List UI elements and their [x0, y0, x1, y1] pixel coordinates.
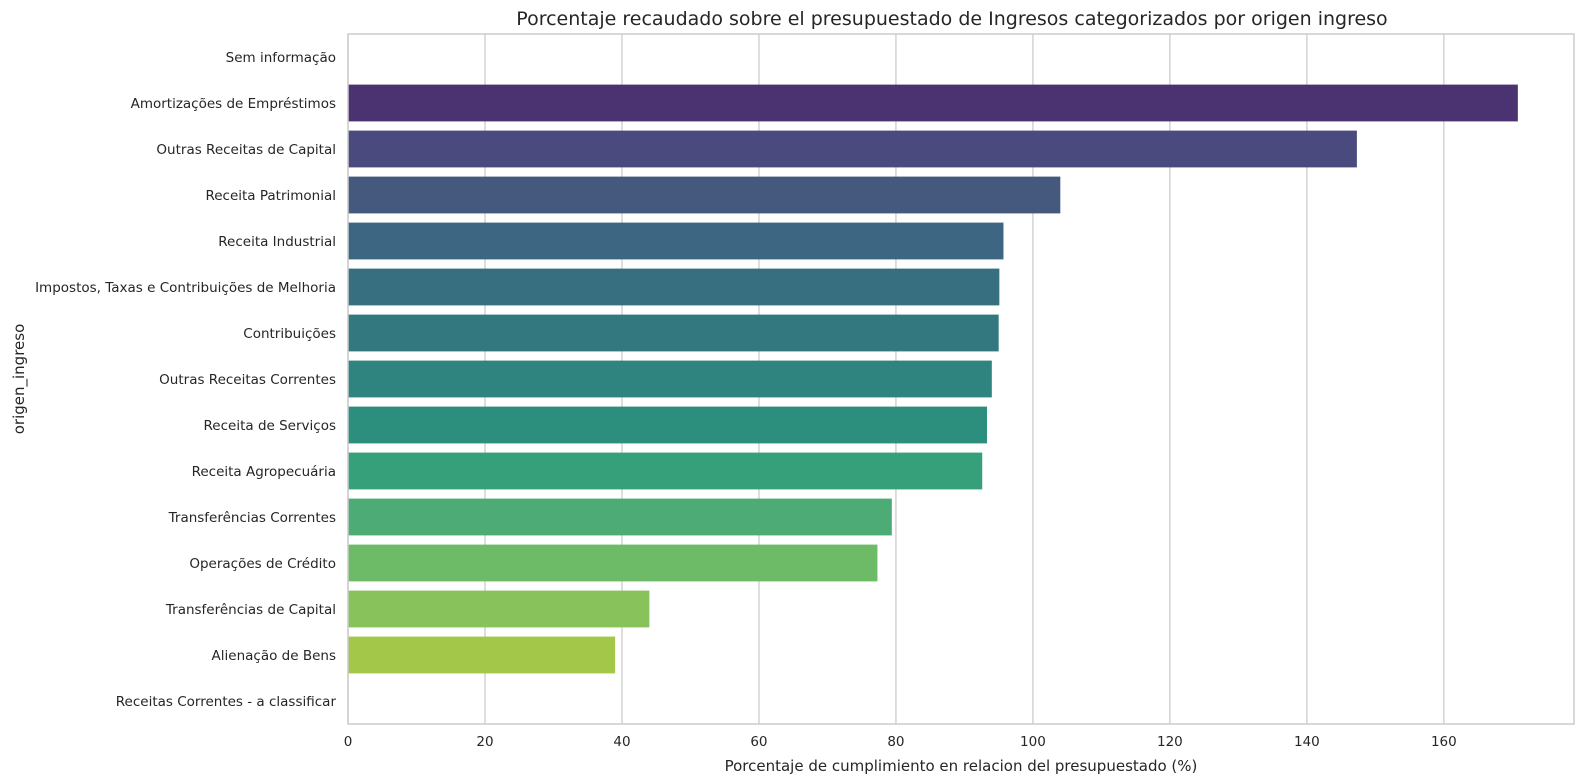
y-tick-label: Impostos, Taxas e Contribuições de Melho…: [35, 280, 336, 296]
y-tick-label: Operações de Crédito: [189, 556, 336, 572]
chart-title: Porcentaje recaudado sobre el presupuest…: [516, 8, 1387, 30]
y-axis-label: origen_ingreso: [10, 324, 29, 435]
x-tick-label: 160: [1431, 734, 1457, 750]
y-tick-label: Outras Receitas de Capital: [156, 142, 336, 158]
x-tick-label: 80: [887, 734, 904, 750]
bar: [348, 452, 983, 490]
plot-frame: [347, 33, 1575, 725]
x-tick-label: 0: [344, 734, 353, 750]
bar: [348, 268, 1000, 306]
y-tick-label: Transferências Correntes: [168, 510, 336, 526]
x-tick-label: 60: [750, 734, 767, 750]
bars: [348, 84, 1518, 674]
x-tick-label: 40: [613, 734, 630, 750]
x-tick-label: 100: [1020, 734, 1046, 750]
bar: [348, 314, 999, 352]
bar: [348, 636, 616, 674]
bar: [348, 222, 1004, 260]
bar: [348, 544, 878, 582]
y-tick-label: Alienação de Bens: [212, 648, 336, 664]
y-tick-label: Outras Receitas Correntes: [159, 372, 336, 388]
y-tick-label: Receita Industrial: [218, 234, 336, 250]
y-tick-label: Receita Patrimonial: [205, 188, 336, 204]
y-tick-label: Transferências de Capital: [165, 602, 336, 618]
x-axis-label: Porcentaje de cumplimiento en relacion d…: [725, 757, 1198, 775]
bar: [348, 590, 650, 628]
y-tick-labels: Sem informação Amortizações de Empréstimo…: [35, 50, 336, 710]
y-tick-label: Receitas Correntes - a classificar: [116, 694, 337, 710]
bar: [348, 84, 1518, 122]
x-tick-labels: 0 20 40 60 80 100 120 140 160: [344, 734, 1457, 750]
x-tick-label: 140: [1294, 734, 1320, 750]
bar: [348, 406, 988, 444]
y-tick-label: Sem informação: [226, 50, 336, 66]
bar: [348, 130, 1357, 168]
y-tick-label: Amortizações de Empréstimos: [131, 96, 336, 112]
x-tick-label: 120: [1157, 734, 1183, 750]
bar: [348, 176, 1061, 214]
y-tick-label: Contribuições: [243, 326, 336, 342]
bar: [348, 360, 992, 398]
y-tick-label: Receita de Serviços: [204, 418, 336, 434]
bar: [348, 498, 892, 536]
x-tick-label: 20: [476, 734, 493, 750]
y-tick-label: Receita Agropecuária: [192, 464, 336, 480]
